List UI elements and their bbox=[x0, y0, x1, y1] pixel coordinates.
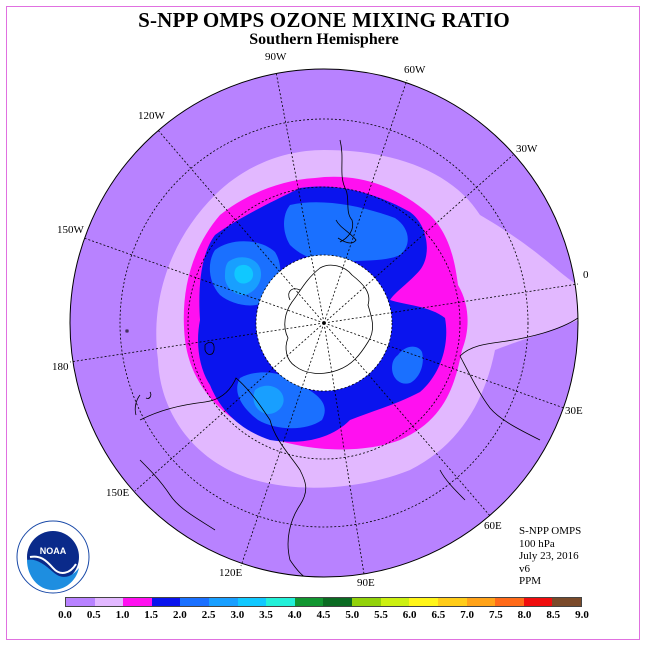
lon-label-120w: 120W bbox=[138, 110, 166, 122]
colorbar-tick-label: 1.5 bbox=[144, 609, 159, 621]
map-subtitle: Southern Hemisphere bbox=[249, 31, 399, 48]
colorbar-tick-label: 5.0 bbox=[345, 609, 360, 621]
graticule bbox=[69, 71, 579, 575]
colorbar-ticks: 0.0 0.5 1.0 1.5 2.0 2.5 3.0 3.5 4.0 4.5 5.0 5.5 6.0 6… bbox=[0, 609, 648, 623]
map-boundary bbox=[69, 68, 579, 578]
colorbar-tick-label: 7.5 bbox=[488, 609, 503, 621]
colorbar-swatch-5 bbox=[209, 598, 238, 606]
info-level: 100 hPa bbox=[519, 537, 555, 550]
coastlines bbox=[125, 139, 578, 577]
colorbar-tick-label: 3.0 bbox=[230, 609, 245, 621]
info-date: July 23, 2016 bbox=[519, 550, 579, 562]
lon-label-0: 0 bbox=[583, 269, 589, 281]
map-title: S-NPP OMPS OZONE MIXING RATIO bbox=[138, 8, 510, 32]
colorbar-swatch-13 bbox=[437, 598, 467, 606]
colorbar-swatch-14 bbox=[466, 598, 496, 606]
lon-label-150e: 150E bbox=[106, 487, 130, 499]
colorbar-swatch-7 bbox=[266, 598, 295, 606]
info-instrument: S-NPP OMPS bbox=[519, 525, 582, 537]
lon-label-60w: 60W bbox=[404, 64, 426, 76]
colorbar-swatch-10 bbox=[352, 598, 381, 606]
colorbar-tick-label: 6.5 bbox=[431, 609, 446, 621]
info-units: PPM bbox=[519, 575, 542, 587]
colorbar-swatch-2 bbox=[123, 598, 152, 606]
colorbar-tick-label: 4.0 bbox=[287, 609, 302, 621]
colorbar-swatch-16 bbox=[523, 598, 553, 606]
colorbar-tick-label: 7.0 bbox=[460, 609, 474, 621]
colorbar-swatch-4 bbox=[180, 598, 210, 606]
colorbar bbox=[65, 597, 582, 607]
lon-label-30w: 30W bbox=[516, 143, 538, 155]
lon-label-120e: 120E bbox=[219, 567, 243, 579]
lon-label-30e: 30E bbox=[565, 405, 583, 417]
colorbar-tick-label: 5.5 bbox=[374, 609, 388, 621]
colorbar-tick-label: 3.5 bbox=[259, 609, 273, 621]
plot-frame bbox=[6, 6, 640, 640]
ozone-contour-2-0d bbox=[392, 346, 423, 384]
colorbar-swatch-17 bbox=[552, 598, 581, 606]
lon-label-180: 180 bbox=[52, 361, 69, 373]
noaa-logo: NOAA bbox=[16, 520, 90, 594]
lon-label-150w: 150W bbox=[57, 224, 85, 236]
colorbar-tick-label: 0.0 bbox=[58, 609, 72, 621]
colorbar-tick-label: 0.5 bbox=[86, 609, 101, 621]
colorbar-tick-label: 8.5 bbox=[546, 609, 561, 621]
colorbar-swatch-6 bbox=[237, 598, 267, 606]
colorbar-swatch-12 bbox=[409, 598, 438, 606]
product-info: S-NPP OMPS 100 hPa July 23, 2016 v6 PPM bbox=[519, 525, 581, 588]
colorbar-swatch-8 bbox=[294, 598, 324, 606]
noaa-logo-text: NOAA bbox=[40, 546, 67, 556]
colorbar-tick-label: 2.0 bbox=[173, 609, 187, 621]
colorbar-tick-label: 8.0 bbox=[517, 609, 532, 621]
ozone-contour-3-0 bbox=[234, 264, 254, 284]
colorbar-swatch-15 bbox=[495, 598, 524, 606]
south-pole-marker bbox=[322, 321, 326, 325]
colorbar-tick-label: 6.0 bbox=[402, 609, 417, 621]
colorbar-tick-label: 1.0 bbox=[115, 609, 130, 621]
colorbar-swatch-1 bbox=[94, 598, 124, 606]
colorbar-tick-label: 4.5 bbox=[316, 609, 331, 621]
colorbar-swatch-11 bbox=[380, 598, 410, 606]
colorbar-tick-label: 2.5 bbox=[201, 609, 216, 621]
colorbar-swatch-9 bbox=[323, 598, 353, 606]
colorbar-swatch-3 bbox=[151, 598, 181, 606]
lon-label-90w: 90W bbox=[265, 51, 287, 63]
lon-label-60e: 60E bbox=[484, 520, 502, 532]
antarctica-coastline bbox=[284, 264, 373, 374]
colorbar-swatch-0 bbox=[66, 598, 95, 606]
info-version: v6 bbox=[519, 562, 530, 575]
ozone-contour-2-0a bbox=[284, 202, 408, 262]
lon-label-90e: 90E bbox=[357, 577, 375, 589]
colorbar-tick-label: 9.0 bbox=[575, 609, 589, 621]
